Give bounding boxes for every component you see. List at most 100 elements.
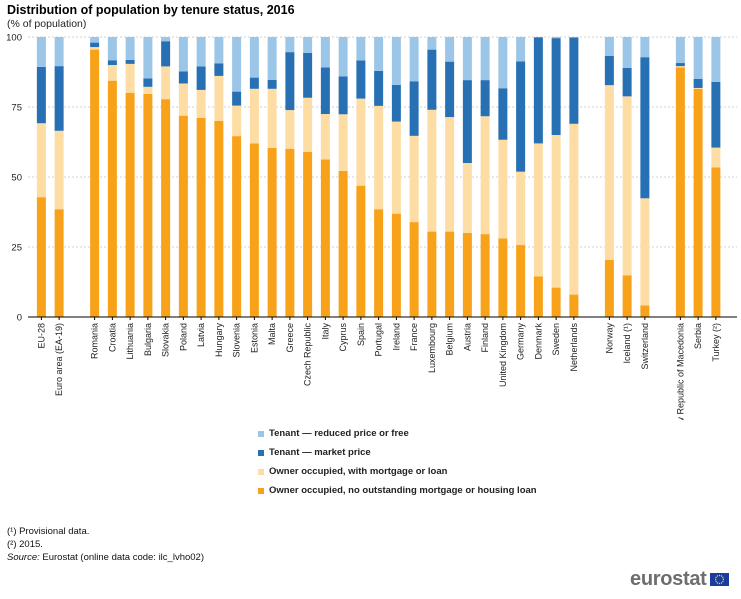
bar-segment: [409, 222, 419, 317]
stacked-bar-chart: 0 25 50 75 100 EU-28 Euro area (EA-19) Romania C…: [6, 33, 737, 420]
x-tick-label: Romania: [90, 323, 100, 359]
legend-label: Tenant — market price: [269, 447, 371, 458]
bar-segment: [143, 93, 153, 317]
x-tick-label: Greece: [285, 323, 295, 353]
bar-segment: [516, 61, 526, 172]
x-tick-label: Ireland: [391, 323, 401, 351]
legend-item-owner-mortgage: Owner occupied, with mortgage or loan: [258, 462, 537, 481]
bar-segment: [604, 259, 614, 317]
bar-segment: [569, 294, 579, 317]
legend-swatch: [258, 468, 264, 475]
eu-flag-icon: [709, 573, 729, 586]
legend-swatch: [258, 487, 264, 494]
x-tick-label: EU-28: [36, 323, 46, 349]
bar-segment: [480, 234, 490, 317]
footnote-provisional: (¹) Provisional data.: [7, 526, 90, 537]
bar-segment: [391, 121, 401, 214]
x-tick-label: Euro area (EA-19): [54, 323, 64, 396]
bar-segment: [391, 213, 401, 317]
bar-segment: [338, 37, 348, 77]
x-tick-label: Cyprus: [338, 323, 348, 352]
bar-segment: [267, 88, 277, 148]
x-tick-label: Poland: [178, 323, 188, 351]
bar-segment: [551, 287, 561, 317]
bar-segment: [303, 37, 313, 53]
legend-swatch: [258, 430, 264, 437]
bar-segment: [249, 37, 259, 78]
bar-segment: [391, 84, 401, 122]
bar-segment: [214, 75, 224, 121]
legend-label: Owner occupied, with mortgage or loan: [269, 466, 448, 477]
x-tick-label: Sweden: [551, 323, 561, 356]
bar-segment: [161, 41, 171, 67]
x-tick-label: Denmark: [533, 323, 543, 360]
x-tick-label: Norway: [604, 323, 614, 354]
bar-segment: [462, 233, 472, 317]
x-tick-label: France: [409, 323, 419, 351]
bar-segment: [640, 57, 650, 199]
bar-segment: [125, 59, 135, 64]
x-tick-label: Luxembourg: [427, 323, 437, 373]
x-tick-label: Slovakia: [161, 323, 171, 357]
bar-segment: [320, 159, 330, 317]
bar-segment: [445, 61, 455, 118]
logo-text: eurostat: [630, 568, 707, 590]
x-tick-label: Belgium: [445, 323, 455, 356]
bar-segment: [267, 37, 277, 80]
chart-title: Distribution of population by tenure sta…: [7, 3, 295, 17]
bar-segment: [409, 81, 419, 136]
bar-segment: [516, 37, 526, 62]
bar-segment: [249, 143, 259, 317]
x-tick-label: Lithuania: [125, 323, 135, 360]
bar-segment: [604, 55, 614, 86]
bar-segment: [178, 83, 188, 116]
bar-segment: [551, 37, 561, 39]
bar-segment: [675, 67, 685, 318]
bar-segment: [427, 109, 437, 232]
legend-item-owner-outright: Owner occupied, no outstanding mortgage …: [258, 481, 537, 500]
bar-segment: [196, 117, 206, 317]
x-tick-label: United Kingdom: [498, 323, 508, 387]
bar-segment: [374, 209, 384, 317]
bar-segment: [232, 37, 242, 92]
bar-segment: [498, 238, 508, 317]
y-tick-label: 0: [17, 313, 22, 324]
footnote-2015: (²) 2015.: [7, 539, 43, 550]
bar-segment: [675, 63, 685, 67]
bar-segment: [125, 63, 135, 93]
x-tick-label: Estonia: [249, 323, 259, 353]
bar-segment: [36, 123, 46, 198]
bar-segment: [711, 147, 721, 168]
bar-segment: [374, 37, 384, 71]
bar-segment: [374, 105, 384, 210]
x-tick-label: Latvia: [196, 323, 206, 347]
bar-segment: [320, 114, 330, 160]
x-tick-label: Austria: [462, 323, 472, 351]
bar-segment: [161, 66, 171, 100]
bar-segment: [107, 37, 117, 61]
bar-segment: [107, 80, 117, 318]
bar-segment: [54, 37, 64, 67]
bar-segment: [356, 98, 366, 186]
bar-segment: [178, 115, 188, 318]
bar-segment: [143, 37, 153, 79]
legend-label: Tenant — reduced price or free: [269, 428, 409, 439]
x-tick-label: Spain: [356, 323, 366, 346]
legend-item-reduced-tenant: Tenant — reduced price or free: [258, 424, 537, 443]
bar-segment: [54, 130, 64, 210]
bar-segment: [462, 80, 472, 163]
bar-segment: [232, 105, 242, 137]
bar-segment: [445, 231, 455, 317]
bar-segment: [178, 37, 188, 72]
bar-segment: [161, 99, 171, 317]
bar-segment: [36, 37, 46, 67]
x-tick-label: Croatia: [107, 323, 117, 352]
bar-segment: [303, 97, 313, 152]
y-tick-label: 50: [11, 173, 22, 184]
bar-segment: [356, 60, 366, 99]
bar-segment: [90, 49, 100, 317]
source-label: Source:: [7, 552, 40, 563]
bar-segment: [125, 92, 135, 317]
x-tick-label: Netherlands: [569, 323, 579, 372]
bar-segment: [693, 79, 703, 88]
